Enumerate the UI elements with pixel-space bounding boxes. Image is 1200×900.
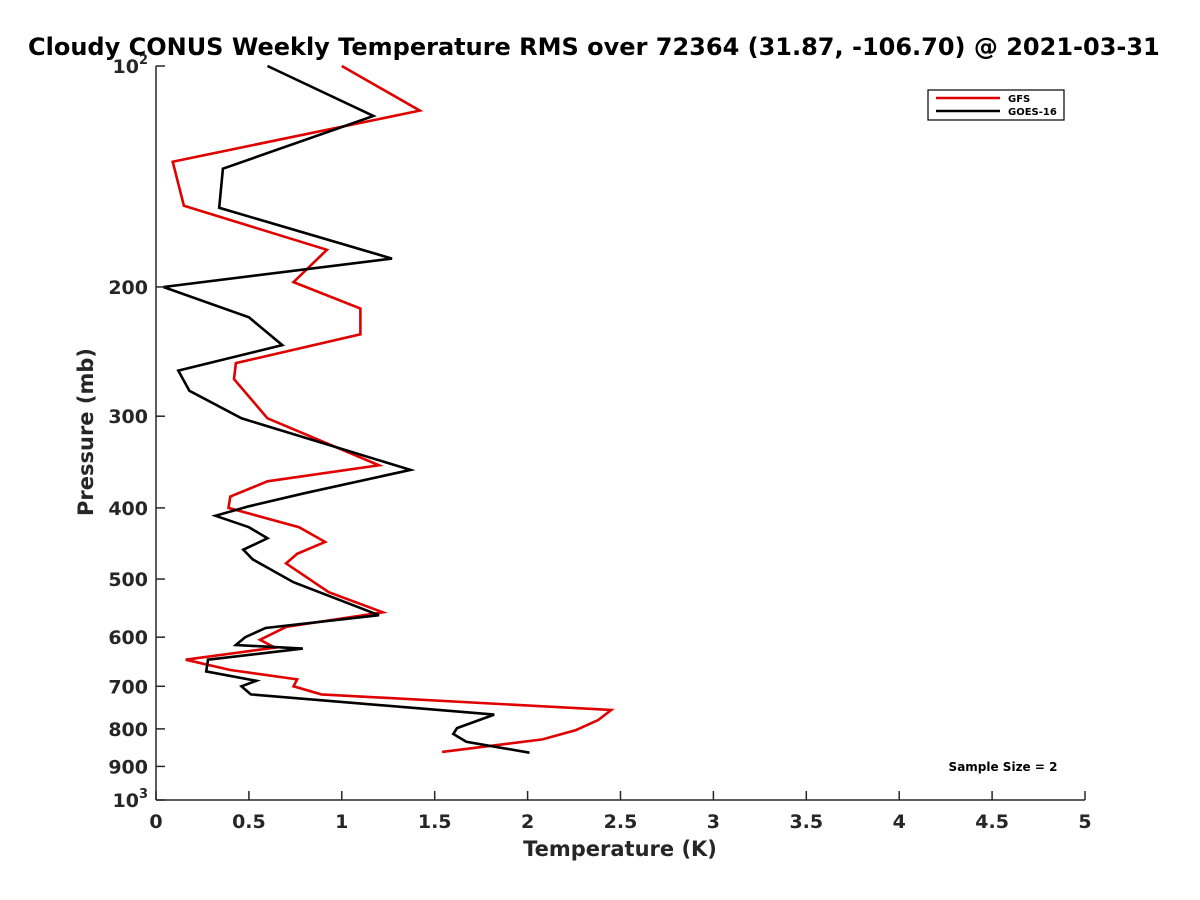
x-tick-label: 4.5 bbox=[975, 811, 1009, 833]
legend: GFS GOES-16 bbox=[927, 89, 1065, 121]
y-tick-label: 800 bbox=[108, 719, 148, 741]
x-tick-label: 0.5 bbox=[232, 811, 266, 833]
y-axis-ticks: 102 200 300 400 500 600 700 800 900 103 bbox=[108, 53, 165, 812]
y-tick-label: 900 bbox=[108, 756, 148, 778]
x-tick-label: 2 bbox=[521, 811, 534, 833]
y-tick-label: 200 bbox=[108, 277, 148, 299]
y-axis-label: Pressure (mb) bbox=[74, 348, 98, 516]
y-tick-label: 600 bbox=[108, 627, 148, 649]
x-tick-label: 5 bbox=[1078, 811, 1091, 833]
x-tick-label: 2.5 bbox=[604, 811, 638, 833]
x-tick-label: 1.5 bbox=[418, 811, 452, 833]
legend-label: GOES-16 bbox=[1008, 107, 1057, 118]
sample-size-annotation: Sample Size = 2 bbox=[949, 760, 1058, 774]
x-axis-label: Temperature (K) bbox=[523, 837, 717, 861]
legend-label: GFS bbox=[1008, 94, 1030, 105]
y-tick-label: 500 bbox=[108, 569, 148, 591]
legend-box bbox=[927, 89, 1065, 121]
x-tick-label: 1 bbox=[335, 811, 348, 833]
y-tick-label: 700 bbox=[108, 676, 148, 698]
x-tick-label: 4 bbox=[893, 811, 906, 833]
y-tick-label: 300 bbox=[108, 406, 148, 428]
x-tick-label: 3.5 bbox=[789, 811, 823, 833]
y-tick-label: 103 bbox=[113, 787, 149, 812]
series-line-goes-16 bbox=[162, 64, 530, 754]
y-tick-label: 102 bbox=[113, 53, 149, 78]
plot-area bbox=[155, 64, 1085, 801]
y-tick-label: 400 bbox=[108, 498, 148, 520]
x-tick-label: 3 bbox=[707, 811, 720, 833]
x-tick-label: 0 bbox=[149, 811, 162, 833]
series-line-gfs bbox=[171, 64, 615, 754]
chart-title: Cloudy CONUS Weekly Temperature RMS over… bbox=[28, 33, 1160, 61]
x-axis-ticks: 0 0.5 1 1.5 2 2.5 3 3.5 4 4.5 5 bbox=[149, 791, 1092, 833]
